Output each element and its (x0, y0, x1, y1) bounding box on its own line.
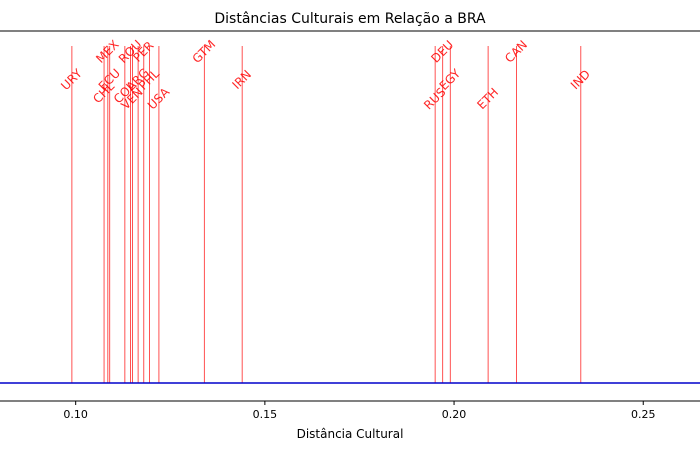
chart-title: Distâncias Culturais em Relação a BRA (214, 11, 486, 27)
country-label-deu: DEU (428, 38, 456, 66)
country-label-can: CAN (502, 38, 530, 66)
x-axis-ticks: 0.10 0.15 0.20 0.25 (63, 401, 655, 421)
event-markers: URY CHLMEXECUCOLROUVENARGPERPHLUSAGTMIRNR… (58, 37, 593, 383)
x-tick-label: 0.25 (631, 408, 656, 421)
country-label-ind: IND (568, 67, 593, 92)
x-tick-label: 0.10 (63, 408, 88, 421)
country-label-ury: URY (58, 66, 85, 93)
country-label-irn: IRN (229, 67, 254, 92)
plot-area: URY CHLMEXECUCOLROUVENARGPERPHLUSAGTMIRNR… (0, 30, 700, 402)
x-tick-label: 0.20 (442, 408, 467, 421)
country-label-eth: ETH (474, 85, 501, 112)
x-axis-label: Distância Cultural (297, 427, 404, 441)
x-tick-label: 0.15 (253, 408, 278, 421)
